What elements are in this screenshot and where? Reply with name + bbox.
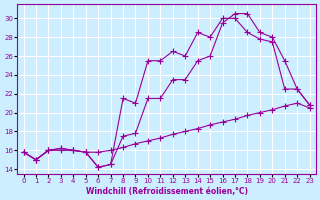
X-axis label: Windchill (Refroidissement éolien,°C): Windchill (Refroidissement éolien,°C) <box>85 187 248 196</box>
